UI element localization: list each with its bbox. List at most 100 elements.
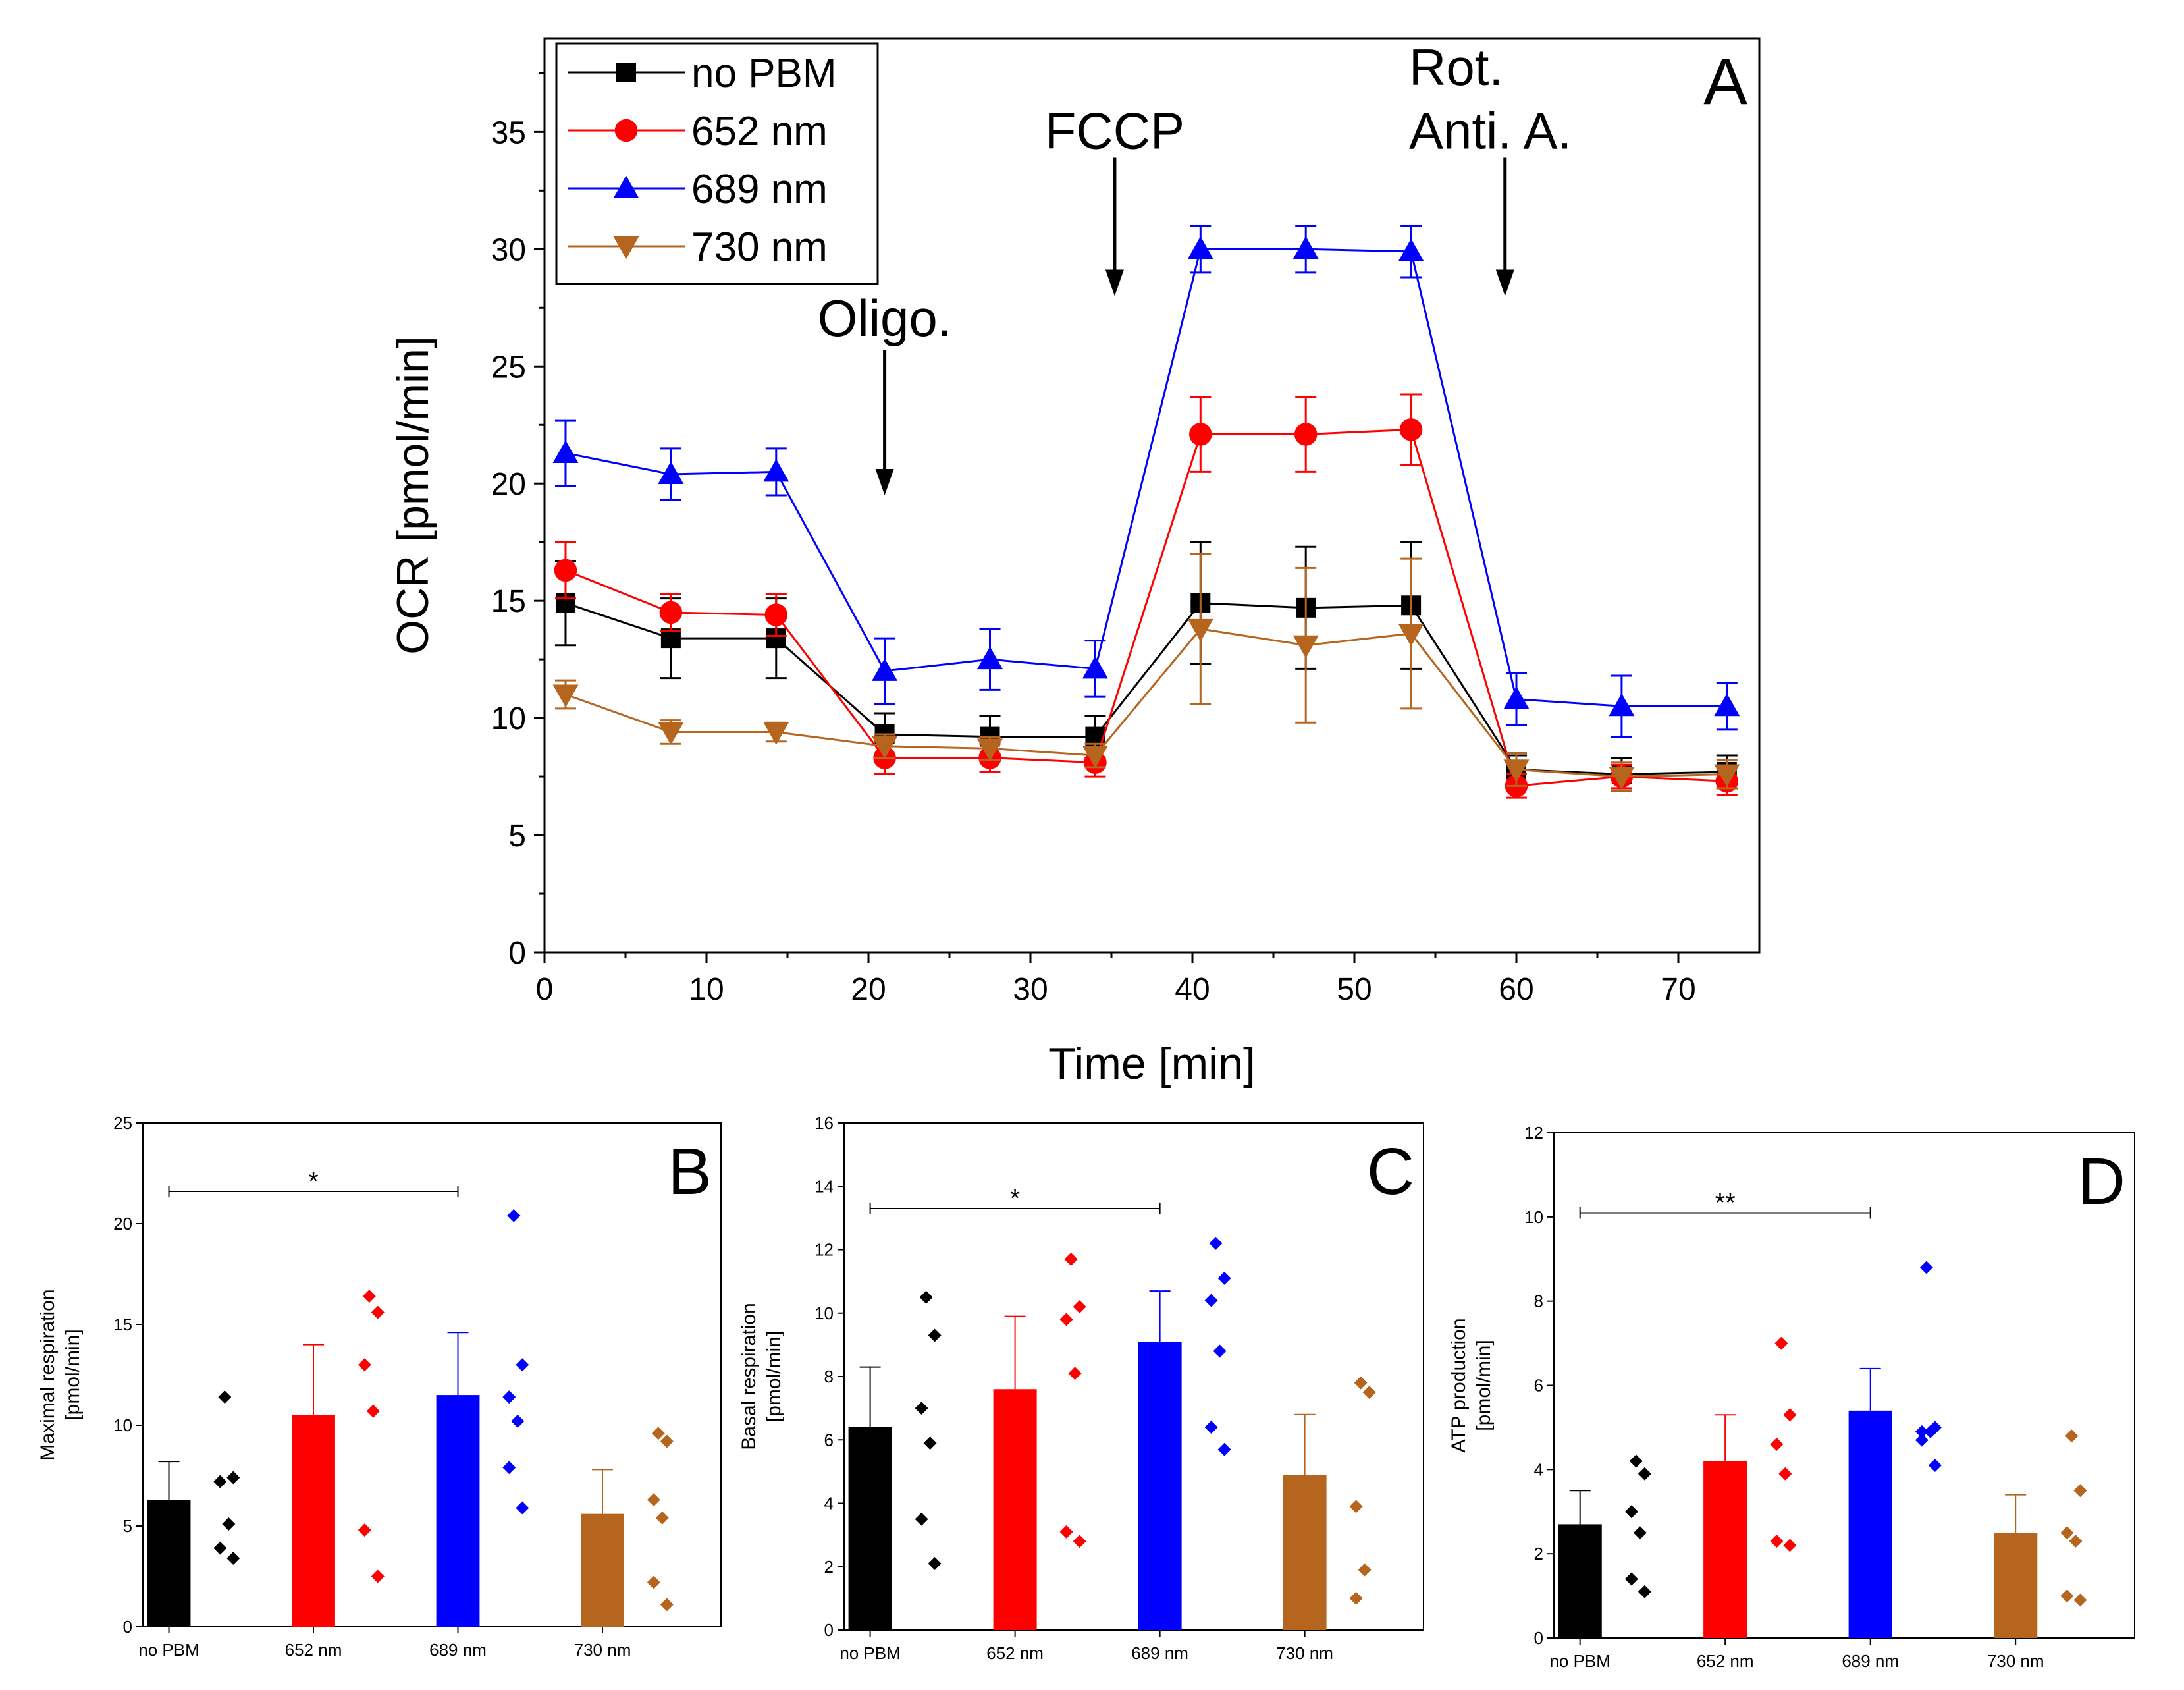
x-tick-label: 652 nm [285, 1640, 342, 1660]
y-axis-label-unit: [pmol/min] [62, 1329, 84, 1420]
annotation-rot: Rot. [1409, 38, 1503, 96]
data-point [1783, 1539, 1797, 1552]
data-point [552, 684, 579, 708]
annotation-oligo: Oligo. [818, 289, 952, 347]
data-point [213, 1541, 227, 1555]
data-point [1187, 236, 1213, 259]
y-tick-label: 8 [824, 1367, 834, 1386]
data-point [2060, 1589, 2074, 1603]
bar-652-nm [993, 1389, 1037, 1630]
data-point [516, 1358, 529, 1372]
y-axis-label: OCR [pmol/min] [388, 336, 438, 655]
data-point [1624, 1572, 1638, 1586]
y-tick-label: 0 [1534, 1628, 1543, 1648]
arrow-rot-anti-head [1495, 269, 1514, 296]
data-point [1398, 623, 1424, 647]
y-axis-label: Basal respiration [738, 1303, 760, 1450]
panel-frame [1553, 1132, 2135, 1639]
data-point [1068, 1367, 1082, 1380]
y-tick-label: 5 [508, 819, 526, 854]
data-point [1204, 1421, 1218, 1434]
x-tick-label: 689 nm [1131, 1643, 1188, 1663]
y-tick-label: 0 [824, 1620, 834, 1640]
data-point [1213, 1344, 1227, 1358]
x-tick-label: 20 [851, 972, 886, 1007]
series-line [565, 602, 1727, 776]
data-point [1189, 423, 1212, 446]
data-point [511, 1414, 525, 1428]
data-point [1770, 1534, 1784, 1548]
data-point [507, 1209, 521, 1222]
data-point [1638, 1467, 1651, 1481]
x-tick-label: 652 nm [986, 1643, 1044, 1663]
data-point [1292, 635, 1319, 659]
y-axis-label-unit: [pmol/min] [1473, 1340, 1495, 1431]
x-tick-label: 50 [1337, 972, 1372, 1007]
y-tick-label: 12 [814, 1240, 834, 1260]
data-point [218, 1390, 232, 1404]
y-tick-label: 20 [113, 1214, 132, 1234]
data-point [222, 1517, 236, 1531]
significance-label: * [1010, 1184, 1021, 1213]
series-line [565, 428, 1727, 787]
panel-label-a: A [1703, 45, 1747, 119]
x-tick-label: 40 [1175, 972, 1210, 1007]
data-point [1928, 1458, 1942, 1472]
series-line [565, 248, 1727, 707]
x-tick-label: 60 [1499, 972, 1533, 1007]
data-point [647, 1493, 660, 1507]
data-point [1349, 1500, 1363, 1513]
y-tick-label: 14 [814, 1176, 834, 1196]
data-point [1629, 1454, 1643, 1468]
series-730-nm [552, 553, 1740, 792]
legend-marker [614, 119, 638, 142]
x-tick-label: 652 nm [1697, 1651, 1754, 1671]
panel-a-frame [543, 37, 1761, 954]
legend-label: 730 nm [691, 225, 828, 270]
data-point [358, 1523, 371, 1537]
x-tick-label: no PBM [138, 1640, 200, 1660]
y-tick-label: 6 [824, 1430, 834, 1450]
series-652-nm [554, 393, 1739, 799]
legend-box [555, 42, 879, 285]
data-point [1399, 418, 1423, 441]
data-point [2069, 1534, 2083, 1548]
panel-d: 0 2 4 6 8 10 12 no PBM 652 nm 689 nm 730 nm ** D ATP … [1448, 1123, 2135, 1671]
data-point [1609, 693, 1635, 717]
data-point [660, 1434, 674, 1448]
data-point [1714, 764, 1740, 788]
legend: no PBM 652 nm 689 nm 730 nm [555, 42, 879, 285]
y-tick-label: 8 [1534, 1292, 1543, 1311]
data-point [1774, 1336, 1788, 1350]
data-point [2065, 1429, 2079, 1443]
data-point [1503, 686, 1530, 709]
data-point [919, 1290, 933, 1304]
panel-a: 0 10 20 30 40 50 60 70 0 5 10 15 20 25 30 35 Time [min] O… [388, 37, 1761, 1089]
data-point [1354, 1376, 1368, 1390]
data-point [1059, 1525, 1073, 1539]
annotation-fccp: FCCP [1045, 101, 1185, 159]
panel-frame [142, 1122, 722, 1627]
y-axis-label: ATP production [1448, 1318, 1470, 1452]
legend-label: 652 nm [691, 109, 828, 154]
y-tick-label: 35 [491, 115, 526, 150]
data-point [1919, 1261, 1933, 1274]
data-point [213, 1475, 227, 1488]
y-tick-label: 2 [824, 1557, 834, 1577]
panel-c: 0 2 4 6 8 10 12 14 16 no PBM 652 nm 689 nm 730 nm * C B… [738, 1113, 1424, 1663]
panel-label-c: C [1367, 1135, 1414, 1209]
arrow-fccp-head [1105, 269, 1124, 296]
significance-label: ** [1715, 1188, 1736, 1217]
data-point [2073, 1484, 2087, 1498]
data-point [1187, 618, 1213, 642]
data-point [1217, 1442, 1231, 1456]
bar-652-nm [1703, 1461, 1747, 1638]
data-point [872, 736, 898, 759]
data-point [1292, 236, 1319, 259]
y-tick-label: 30 [491, 232, 526, 267]
x-tick-label: 10 [689, 972, 724, 1007]
legend-marker [613, 175, 639, 198]
y-tick-label: 25 [113, 1113, 132, 1133]
